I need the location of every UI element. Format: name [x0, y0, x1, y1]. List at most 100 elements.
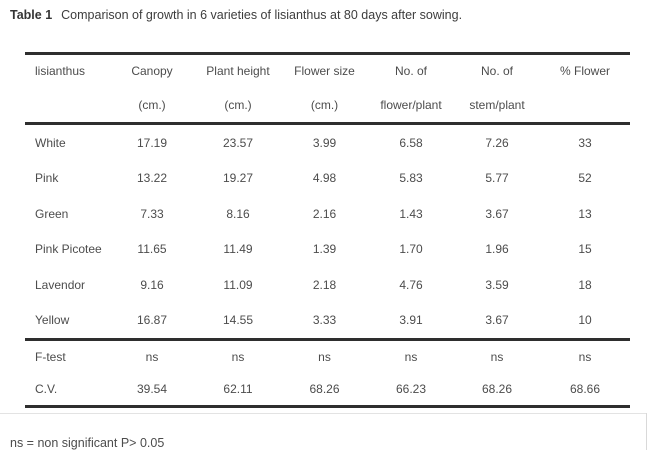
table-cell: 62.11 [223, 382, 253, 396]
column-header-line2 [35, 88, 109, 122]
column-header-line2: (cm.) [310, 98, 339, 112]
table-cell: 4.76 [399, 277, 423, 292]
table-cell: 1.96 [485, 242, 509, 257]
table-cell: 19.27 [222, 171, 254, 186]
table-cell: 11.49 [223, 242, 253, 257]
column-header-flower-size: Flower size (cm.) [281, 55, 368, 122]
table-cell: 68.26 [481, 382, 513, 396]
table-cell: ns [231, 350, 245, 364]
table-row: Lavendor 9.16 11.09 2.18 4.76 3.59 18 [25, 267, 630, 303]
column-header-line2: (cm.) [224, 98, 252, 112]
row-label: Lavendor [35, 277, 86, 292]
table-cell: 68.26 [309, 382, 340, 396]
column-header-lisianthus: lisianthus [25, 55, 109, 122]
table-cell: 2.16 [312, 206, 337, 221]
column-header-line1: lisianthus [35, 64, 86, 78]
column-header-flower-per-plant: No. of flower/plant [368, 55, 454, 122]
table-cell: 2.18 [312, 277, 337, 292]
row-label: Green [35, 206, 69, 221]
column-header-line1: Plant height [206, 64, 270, 78]
page-edge-line-horizontal [0, 413, 647, 414]
rule-top [25, 52, 630, 55]
table-row: Green 7.33 8.16 2.16 1.43 3.67 13 [25, 196, 630, 232]
table-cell: 1.70 [399, 242, 423, 257]
column-header-stem-per-plant: No. of stem/plant [454, 55, 540, 122]
table-row: Pink Picotee 11.65 11.49 1.39 1.70 1.96 … [25, 232, 630, 268]
table-cell: ns [578, 350, 592, 364]
column-header-line2: flower/plant [380, 98, 442, 112]
table-cell: ns [145, 350, 159, 364]
table-cell: 3.59 [485, 277, 509, 292]
table-cell: 7.26 [485, 135, 509, 150]
table-cell: 39.54 [136, 382, 168, 396]
column-header-percent-flower: % Flower [540, 55, 630, 122]
column-header-line1: Canopy [131, 64, 173, 78]
table-cell: 68.66 [569, 382, 601, 396]
table-cell: 3.33 [312, 313, 337, 328]
table-body: White 17.19 23.57 3.99 6.58 7.26 33 Pink… [25, 125, 630, 338]
table-cell: ns [490, 350, 504, 364]
table-cell: 9.16 [140, 277, 164, 292]
table-cell: ns [318, 350, 331, 364]
table-cell: 3.91 [399, 313, 423, 328]
table-caption-label: Table 1 [10, 8, 53, 22]
table-footnote: ns = non significant P> 0.05 [10, 436, 165, 450]
column-header-line2: (cm.) [138, 98, 166, 112]
table-cell: 13 [578, 206, 592, 221]
table-header-row: lisianthus Canopy (cm.) Plant height (cm… [25, 55, 630, 122]
table-cell: 14.55 [222, 313, 254, 328]
rule-bottom [25, 405, 630, 408]
table-cell: 6.58 [399, 135, 423, 150]
table-cell: 23.57 [222, 135, 254, 150]
column-header-plant-height: Plant height (cm.) [195, 55, 281, 122]
row-label: Pink Picotee [35, 242, 102, 257]
table-cell: 3.99 [312, 135, 337, 150]
table-cell: 10 [578, 313, 592, 328]
table-row: Yellow 16.87 14.55 3.33 3.91 3.67 10 [25, 303, 630, 339]
table-row-ftest: F-test ns ns ns ns ns ns [25, 341, 630, 373]
table-cell: 1.39 [312, 242, 337, 257]
table-cell: 7.33 [140, 206, 164, 221]
table-cell: 13.22 [136, 171, 168, 186]
table-cell: 11.65 [137, 242, 167, 257]
table-cell: 66.23 [395, 382, 427, 396]
rule-header-bottom [25, 122, 630, 125]
table-cell: ns [404, 350, 418, 364]
row-label: Yellow [35, 313, 70, 328]
table-cell: 1.43 [399, 206, 423, 221]
table-row-cv: C.V. 39.54 62.11 68.26 66.23 68.26 68.66 [25, 373, 630, 405]
table-row: White 17.19 23.57 3.99 6.58 7.26 33 [25, 125, 630, 161]
data-table: lisianthus Canopy (cm.) Plant height (cm… [25, 52, 630, 408]
table-cell: 5.77 [485, 171, 509, 186]
table-cell: 4.98 [312, 171, 337, 186]
table-caption: Table 1 Comparison of growth in 6 varieti… [10, 8, 462, 22]
rule-stats-top [25, 338, 630, 341]
column-header-line1: Flower size [294, 64, 355, 78]
row-label: C.V. [35, 382, 58, 396]
table-cell: 52 [578, 171, 592, 186]
column-header-line1: No. of [394, 64, 427, 78]
column-header-canopy: Canopy (cm.) [109, 55, 195, 122]
table-cell: 18 [578, 277, 592, 292]
table-cell: 3.67 [485, 206, 509, 221]
table-cell: 15 [578, 242, 592, 257]
table-caption-text: Comparison of growth in 6 varieties of l… [61, 8, 463, 22]
table-cell: 8.16 [226, 206, 250, 221]
column-header-line1: % Flower [559, 64, 610, 78]
table-cell: 11.09 [223, 277, 253, 292]
table-cell: 17.19 [136, 135, 168, 150]
row-label: Pink [35, 171, 59, 186]
table-cell: 3.67 [485, 313, 509, 328]
row-label: F-test [35, 350, 66, 364]
column-header-line2: stem/plant [469, 98, 525, 112]
page-edge-line-vertical [646, 413, 647, 450]
table-cell: 5.83 [399, 171, 423, 186]
table-row: Pink 13.22 19.27 4.98 5.83 5.77 52 [25, 161, 630, 197]
table-stats: F-test ns ns ns ns ns ns C.V. 39.54 62.1… [25, 341, 630, 405]
row-label: White [35, 135, 66, 150]
table-cell: 16.87 [136, 313, 168, 328]
column-header-line1: No. of [480, 64, 513, 78]
table-cell: 33 [578, 135, 592, 150]
column-header-line2 [540, 88, 630, 122]
